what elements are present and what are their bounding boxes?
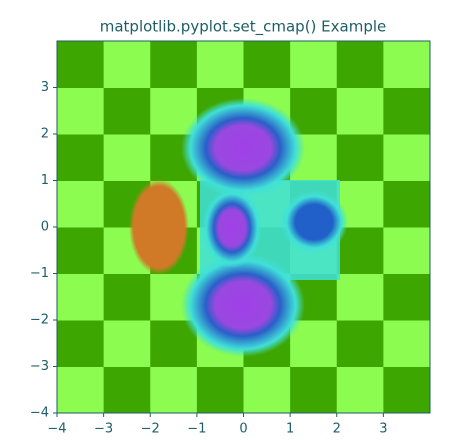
cell	[383, 180, 430, 228]
x-tick-label: 2	[333, 422, 341, 437]
cell	[383, 320, 430, 367]
cell	[196, 366, 244, 413]
cell	[336, 273, 384, 321]
cell	[57, 320, 105, 367]
cell	[336, 366, 384, 413]
cell	[383, 273, 430, 321]
y-tick-label: −1	[30, 266, 49, 281]
y-tick-label: −3	[30, 359, 49, 374]
y-tick-label: 1	[41, 173, 49, 188]
cell	[150, 366, 198, 413]
cell	[57, 134, 105, 181]
x-tick-label: 1	[286, 422, 294, 437]
cell	[290, 41, 338, 88]
cell	[103, 134, 151, 181]
cell	[103, 273, 151, 321]
blob	[202, 188, 262, 268]
x-tick-label: 0	[239, 422, 247, 437]
y-tick-label: −4	[30, 406, 49, 421]
cell	[243, 366, 291, 413]
cell	[57, 87, 105, 135]
y-tick-label: 2	[41, 127, 49, 142]
cell	[290, 366, 338, 413]
cell	[150, 41, 198, 88]
blob	[181, 253, 305, 357]
cell	[383, 227, 430, 274]
cell	[336, 41, 384, 88]
cell	[57, 41, 105, 88]
cell	[103, 320, 151, 367]
x-tick-label: −1	[187, 422, 206, 437]
cell	[383, 41, 430, 88]
cell	[57, 366, 105, 413]
cell	[336, 87, 384, 135]
cell	[336, 320, 384, 367]
cell	[57, 180, 105, 228]
cell	[383, 366, 430, 413]
y-tick-label: 0	[41, 220, 49, 235]
cell	[243, 41, 291, 88]
cell	[336, 134, 384, 181]
cell	[383, 134, 430, 181]
blob	[129, 179, 189, 275]
overlay	[129, 98, 348, 357]
cell	[196, 41, 244, 88]
x-tick-label: −4	[47, 422, 66, 437]
cell	[103, 41, 151, 88]
blob	[181, 98, 305, 198]
x-tick-label: −2	[141, 422, 160, 437]
blob	[280, 190, 348, 254]
x-tick-label: 3	[379, 422, 387, 437]
cell	[103, 87, 151, 135]
cell	[57, 227, 105, 274]
cell	[103, 366, 151, 413]
cell	[383, 87, 430, 135]
chart-title: matplotlib.pyplot.set_cmap() Example	[100, 18, 387, 37]
cell	[57, 273, 105, 321]
y-tick-label: 3	[41, 80, 49, 95]
y-tick-label: −2	[30, 313, 49, 328]
x-tick-label: −3	[94, 422, 113, 437]
